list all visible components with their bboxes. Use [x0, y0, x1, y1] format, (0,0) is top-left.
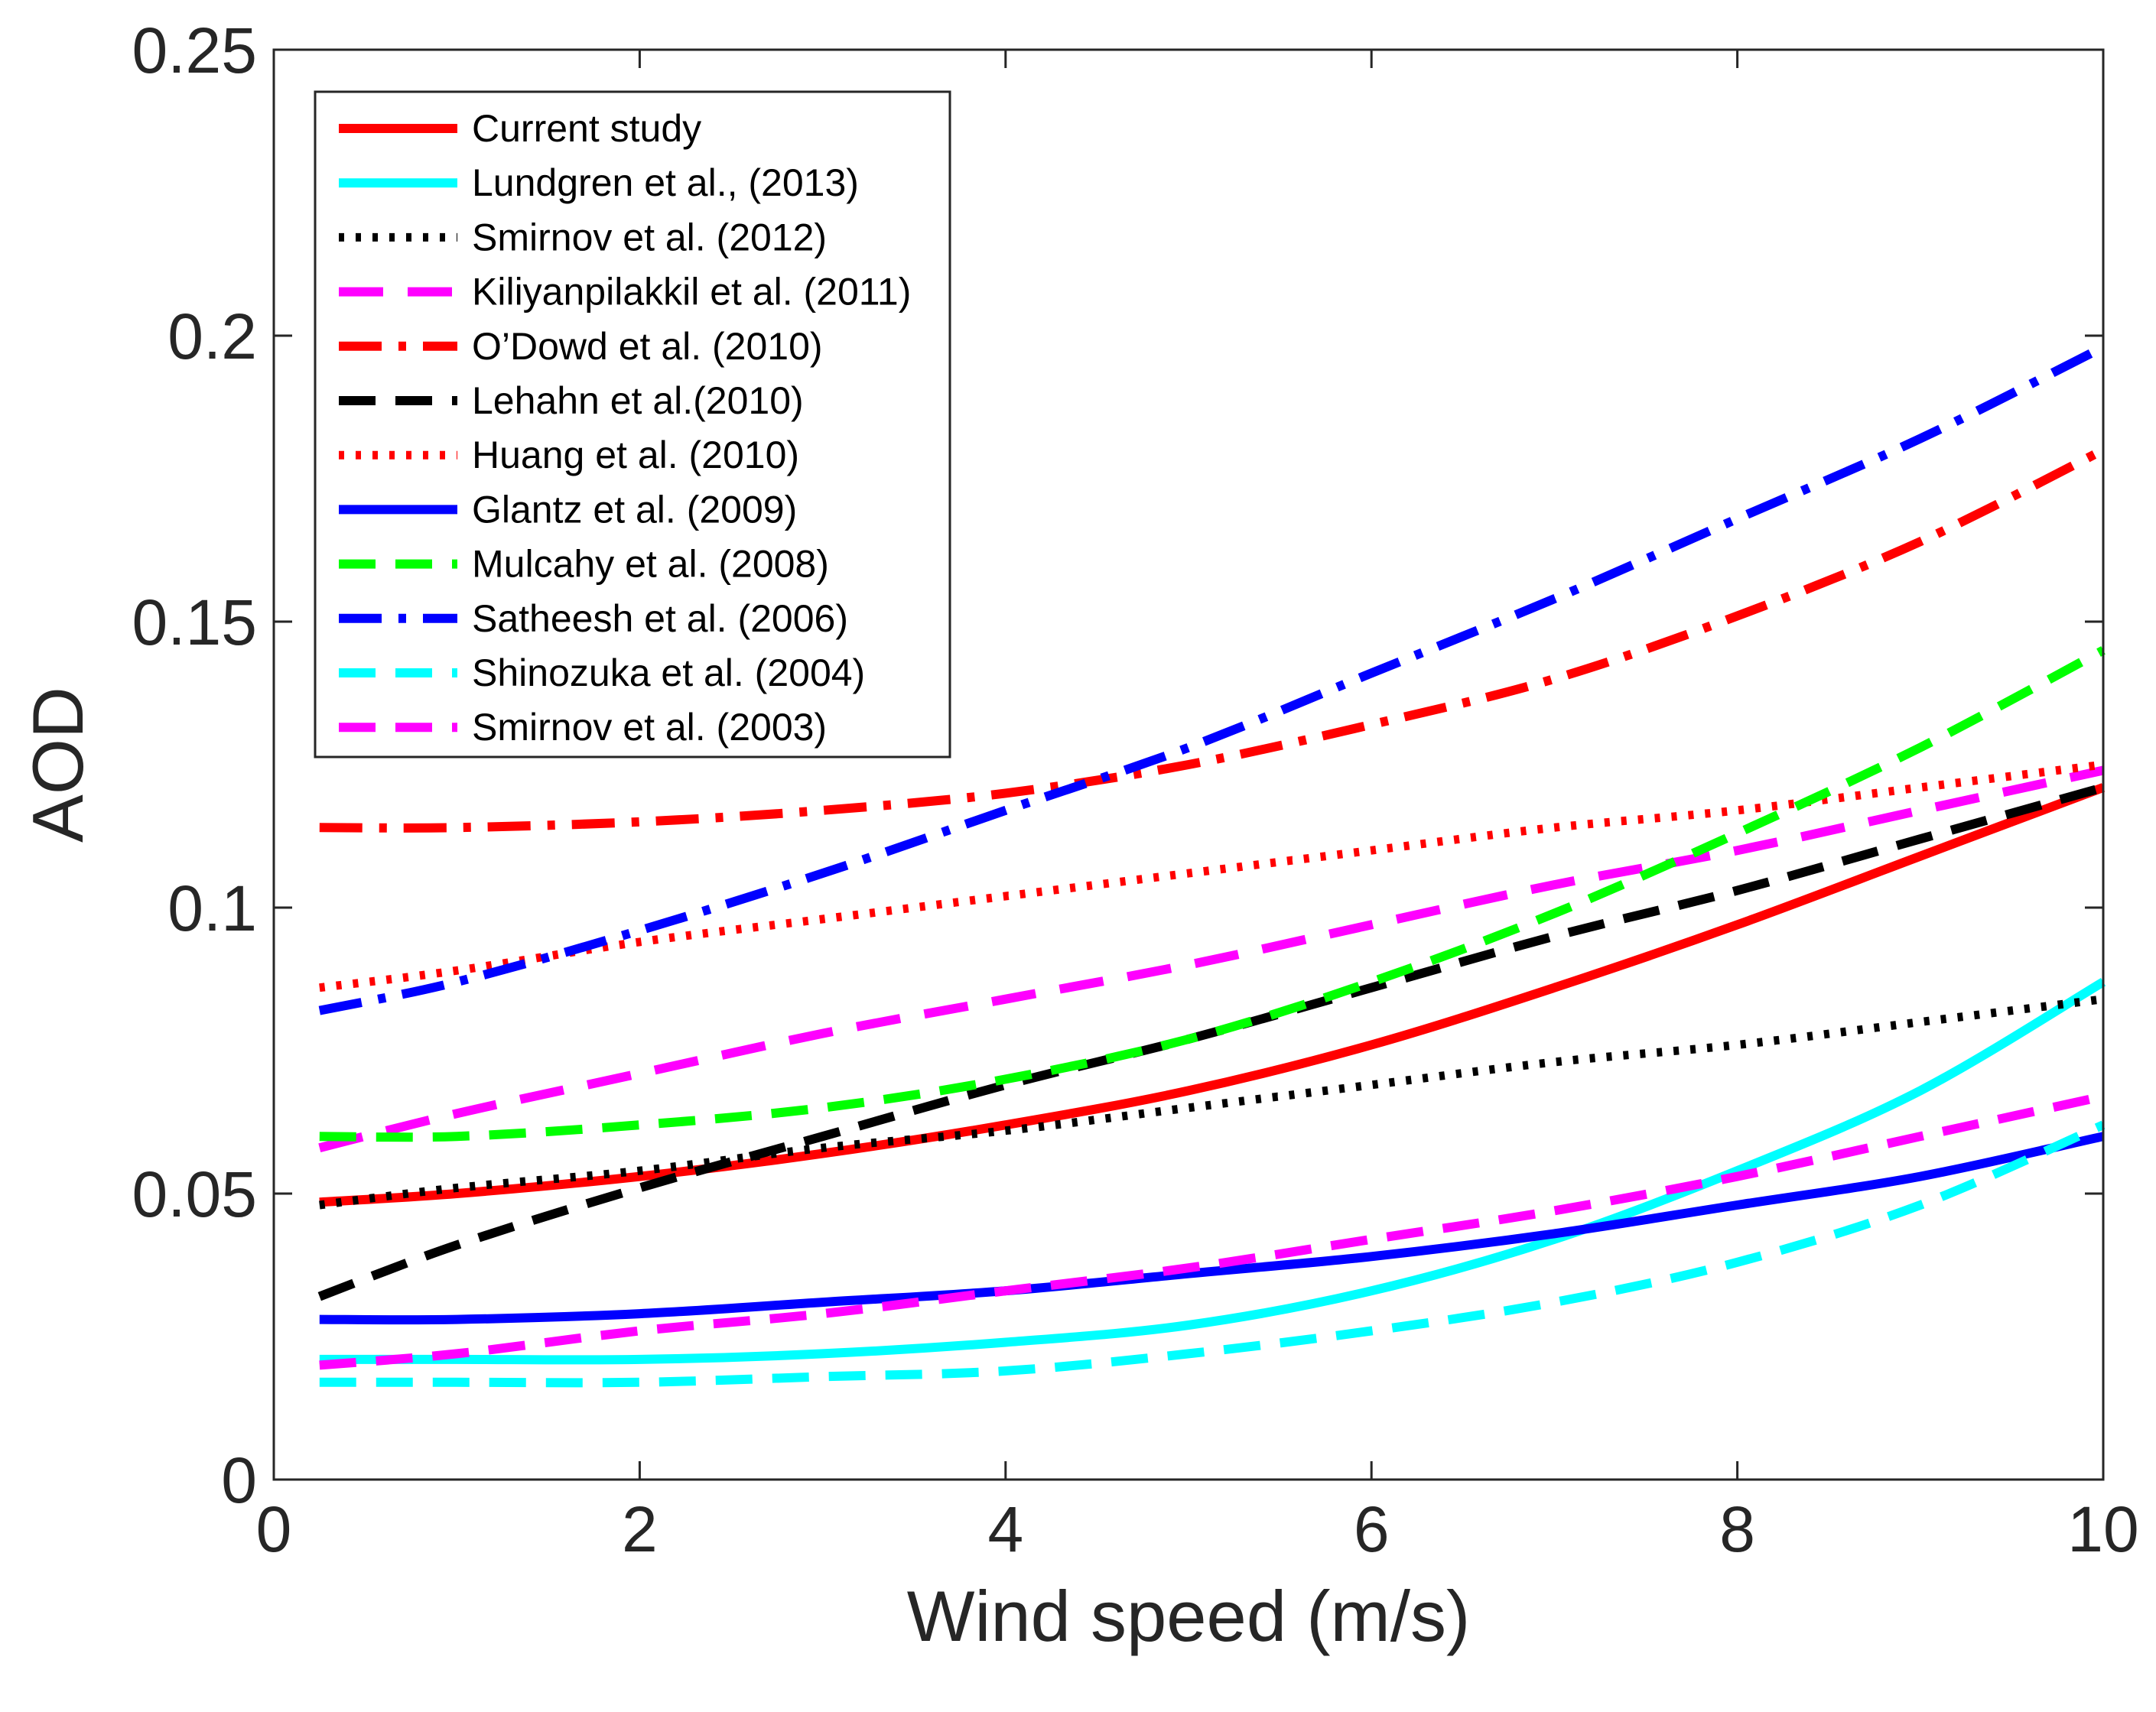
x-tick-label: 6 [1354, 1493, 1390, 1565]
series-line-huang-et-al-2010 [319, 760, 2104, 992]
x-tick-label: 2 [622, 1493, 658, 1565]
y-tick-label: 0 [221, 1444, 257, 1516]
x-tick-label: 4 [987, 1493, 1023, 1565]
series-line-o-dowd-et-al-2010 [319, 446, 2106, 833]
legend-label-glantz-et-al-2009: Glantz et al. (2009) [472, 488, 797, 531]
series-line-mulcahy-et-al-2008 [319, 646, 2106, 1142]
y-axis-label: AOD [18, 687, 98, 843]
series-line-shinozuka-et-al-2004 [319, 1120, 2106, 1388]
y-tick-label: 0.25 [132, 15, 258, 86]
legend-label-current-study: Current study [472, 107, 701, 150]
plot-frame [272, 48, 2105, 1481]
legend: Current study Lundgren et al., (2013) Smir… [314, 90, 951, 759]
legend-label-satheesh-et-al-2006: Satheesh et al. (2006) [472, 597, 848, 640]
legend-label-mulcahy-et-al-2008: Mulcahy et al. (2008) [472, 543, 829, 586]
legend-box [314, 90, 951, 759]
legend-label-huang-et-al-2010: Huang et al. (2010) [472, 434, 799, 476]
x-axis-label: Wind speed (m/s) [907, 1576, 1471, 1656]
y-tick-label: 0.05 [132, 1158, 258, 1230]
legend-label-kiliyanpilakkil-et-al-2011: Kiliyanpilakkil et al. (2011) [472, 271, 911, 313]
series-line-kiliyanpilakkil-et-al-2011 [318, 765, 2105, 1153]
series-group [317, 343, 2106, 1388]
series-line-satheesh-et-al-2006 [318, 343, 2106, 1015]
legend-label-o-dowd-et-al-2010: O’Dowd et al. (2010) [472, 325, 823, 368]
x-tick-label: 10 [2067, 1493, 2138, 1565]
series-line-current-study [319, 783, 2106, 1207]
series-line-smirnov-et-al-2003 [319, 1091, 2105, 1370]
legend-label-shinozuka-et-al-2004: Shinozuka et al. (2004) [472, 651, 865, 694]
series-line-glantz-et-al-2009 [319, 1132, 2105, 1325]
legend-label-lehahn-et-al-2010: Lehahn et al.(2010) [472, 379, 804, 422]
y-tick-label: 0.1 [167, 872, 257, 944]
ticks-group: 0 2 4 6 8 10 0 0.05 0.1 0.15 0.2 0.25 [132, 15, 2139, 1565]
y-tick-label: 0.2 [167, 300, 257, 372]
legend-label-lundgren-et-al-2013: Lundgren et al., (2013) [472, 161, 859, 204]
series-line-lundgren-et-al-2013 [319, 978, 2106, 1365]
x-tick-label: 0 [256, 1493, 292, 1565]
y-tick-label: 0.15 [132, 586, 258, 658]
x-tick-label: 8 [1719, 1493, 1755, 1565]
legend-label-smirnov-et-al-2003: Smirnov et al. (2003) [472, 706, 827, 749]
legend-label-smirnov-et-al-2012: Smirnov et al. (2012) [472, 216, 827, 258]
